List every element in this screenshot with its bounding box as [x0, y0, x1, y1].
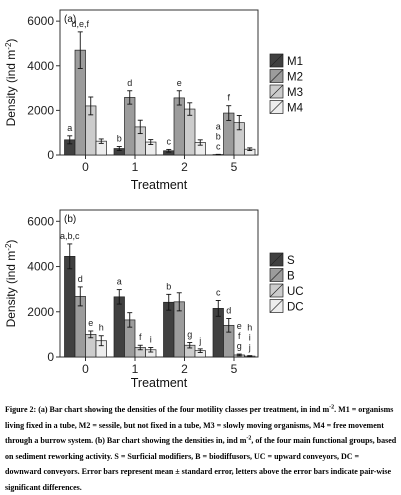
legend-swatch-slash — [269, 84, 284, 99]
significance-letter: d — [226, 306, 231, 316]
caption-label: Figure 2: — [5, 405, 37, 414]
x-tick-label: 0 — [82, 160, 89, 174]
significance-letter: a,b,c — [60, 231, 80, 241]
y-tick-label: 6000 — [27, 214, 54, 228]
caption-sup-2: -2 — [246, 435, 252, 442]
significance-letter: d — [127, 78, 132, 88]
x-axis-label: Treatment — [131, 376, 188, 390]
y-tick-label: 2000 — [27, 103, 54, 117]
x-tick-label: 2 — [181, 362, 188, 376]
legend-label-m4: M4 — [287, 103, 304, 115]
legend-swatch-slash — [269, 283, 284, 298]
panel-a-chart: (a) 0 2000 4000 6000 Density (ind m-2) 0 a d,e,f… — [4, 9, 304, 192]
legend-swatch-slash — [269, 268, 284, 282]
significance-letter: c — [216, 287, 221, 297]
significance-letter: c — [216, 141, 221, 151]
caption-text-3: , of the four main functional groups, ba… — [5, 436, 397, 492]
significance-letter: i — [150, 335, 152, 345]
legend-swatch-slash — [269, 252, 284, 267]
significance-letter: g — [237, 341, 242, 351]
y-tick-label: 4000 — [27, 59, 54, 73]
legend-label-m1: M1 — [287, 56, 303, 68]
y-axis-label: Density (ind m-2) — [4, 39, 18, 127]
legend-swatch-slash — [269, 69, 284, 83]
legend-swatch-slash — [269, 299, 284, 313]
caption-text-2: . M1 = organisms living fixed in a tube,… — [5, 405, 394, 445]
legend-label-dc: DC — [287, 302, 304, 314]
significance-letter: a — [117, 277, 122, 287]
legend-swatch-slash — [269, 100, 284, 114]
bar-m2 — [124, 97, 136, 156]
legend-label-m2: M2 — [287, 72, 303, 84]
significance-letter: b — [216, 131, 221, 141]
panel-b-chart: (b) 0 2000 4000 6000 Density (ind m-2) 0 a,b,c d… — [4, 209, 304, 390]
x-tick-label: 2 — [181, 160, 188, 174]
y-tick-label: 2000 — [27, 305, 54, 319]
figure-caption: Figure 2: (a) Bar chart showing the dens… — [5, 402, 397, 495]
bar-m3 — [184, 108, 196, 156]
significance-letter: f — [227, 93, 230, 103]
y-tick-label: 4000 — [27, 260, 54, 274]
significance-letter: j — [198, 336, 201, 346]
significance-letter: b — [117, 134, 122, 144]
significance-letter: f — [139, 332, 142, 342]
significance-letter: a — [67, 123, 72, 133]
y-axis-label: Density (ind m-2) — [4, 240, 18, 328]
legend-label-b: B — [287, 271, 295, 283]
significance-letter: e — [237, 321, 242, 331]
y-tick-label: 0 — [47, 148, 54, 162]
significance-letter: j — [248, 343, 251, 353]
significance-letter: f — [238, 331, 241, 341]
significance-letter: a — [216, 121, 221, 131]
legend-label-s: S — [287, 255, 295, 267]
bar-s — [64, 256, 76, 358]
significance-letter: e — [88, 318, 93, 328]
bar-m2 — [173, 97, 185, 156]
significance-letter: c — [167, 136, 172, 146]
panel-label: (a) — [64, 14, 76, 25]
x-tick-label: 0 — [82, 362, 89, 376]
y-tick-label: 6000 — [27, 14, 54, 28]
figure: (a) 0 2000 4000 6000 Density (ind m-2) 0 a d,e,f… — [4, 9, 304, 390]
significance-letter: g — [187, 330, 192, 340]
x-tick-label: 5 — [231, 362, 238, 376]
y-tick-label: 0 — [47, 350, 54, 364]
panel-label: (b) — [64, 214, 76, 225]
significance-letter: i — [249, 333, 251, 343]
x-tick-label: 1 — [132, 362, 139, 376]
x-axis-label: Treatment — [131, 178, 188, 192]
significance-letter: e — [177, 78, 182, 88]
significance-letter: d — [78, 274, 83, 284]
significance-letter: h — [247, 323, 252, 333]
legend-swatch-slash — [269, 53, 284, 68]
significance-letter: h — [99, 323, 104, 333]
plot-frame — [59, 209, 259, 358]
plot-frame — [59, 9, 259, 156]
caption-sup-1: -2 — [329, 404, 335, 411]
x-tick-label: 1 — [132, 160, 139, 174]
bar-s — [113, 296, 125, 358]
legend-label-m3: M3 — [287, 87, 303, 99]
x-tick-label: 5 — [231, 160, 238, 174]
significance-letter: d,e,f — [71, 19, 89, 29]
significance-letter: b — [166, 281, 171, 291]
legend-label-uc: UC — [287, 286, 304, 298]
caption-text-1: (a) Bar chart showing the densities of t… — [36, 405, 330, 414]
